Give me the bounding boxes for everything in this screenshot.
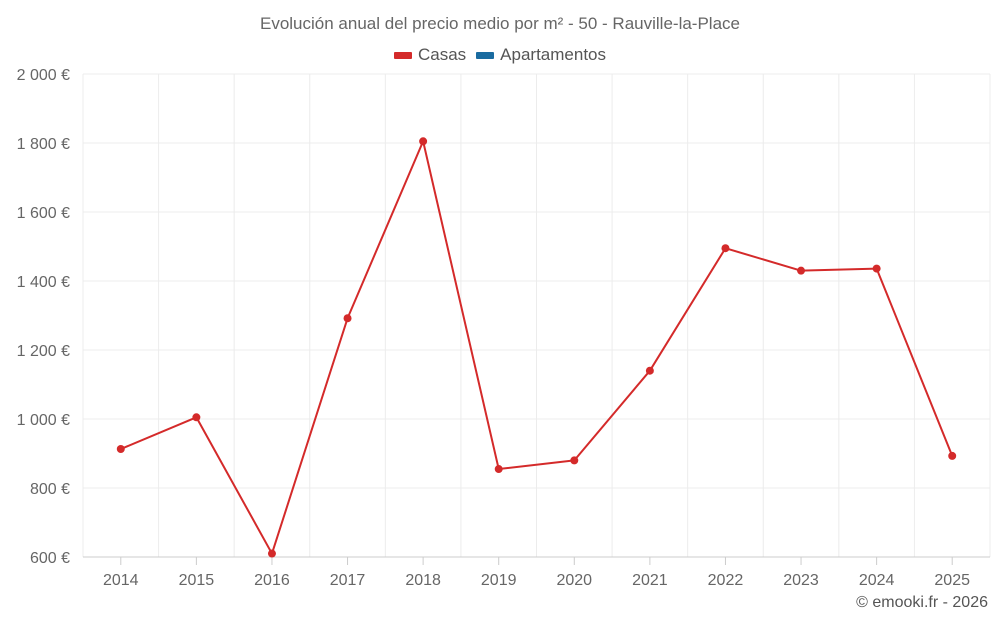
data-point: [948, 451, 957, 460]
data-point: [267, 549, 276, 558]
x-tick-label: 2025: [934, 572, 970, 589]
legend-label-casas: Casas: [417, 45, 467, 64]
x-tick-label: 2019: [481, 572, 517, 589]
data-point: [797, 266, 806, 275]
x-tick-label: 2016: [254, 572, 290, 589]
data-point: [192, 413, 201, 422]
data-point: [494, 465, 503, 474]
y-tick-label: 2 000 €: [17, 67, 70, 84]
data-point: [645, 366, 654, 375]
data-point: [419, 137, 428, 146]
x-tick-label: 2022: [708, 572, 744, 589]
y-tick-label: 1 400 €: [17, 274, 70, 291]
y-axis-labels: 600 € 800 € 1 000 € 1 200 € 1 400 € 1 600 € 1 …: [17, 67, 70, 567]
data-point: [116, 445, 125, 454]
y-tick-label: 1 000 €: [17, 412, 70, 429]
chart-title: Evolución anual del precio medio por m² …: [259, 14, 740, 33]
credit-text: © emooki.fr - 2026: [856, 594, 988, 611]
x-tick-label: 2018: [405, 572, 441, 589]
y-tick-label: 600 €: [30, 550, 70, 567]
legend-item-casas[interactable]: Casas: [393, 45, 467, 65]
legend-item-apartamentos[interactable]: Apartamentos: [476, 45, 606, 65]
legend-swatch-apartamentos: [476, 51, 495, 59]
legend: Casas Apartamentos: [0, 45, 1000, 65]
axes: [83, 556, 990, 565]
y-tick-label: 800 €: [30, 481, 70, 498]
legend-label-apartamentos: Apartamentos: [500, 45, 607, 64]
x-axis-labels: 2014 2015 2016 2017 2018 2019 2020 2021 2022 2023…: [103, 572, 970, 589]
y-tick-label: 1 600 €: [17, 205, 70, 222]
x-tick-label: 2021: [632, 572, 668, 589]
series-line-casas: [120, 140, 954, 555]
x-tick-label: 2015: [179, 572, 215, 589]
y-tick-label: 1 800 €: [17, 136, 70, 153]
grid: [82, 73, 991, 557]
data-point: [721, 244, 730, 253]
data-point: [872, 264, 881, 273]
y-tick-label: 1 200 €: [17, 343, 70, 360]
x-tick-label: 2014: [103, 572, 139, 589]
data-point: [343, 314, 352, 323]
x-tick-label: 2024: [859, 572, 895, 589]
data-point: [570, 456, 579, 465]
series-group: [116, 137, 957, 558]
x-tick-label: 2023: [783, 572, 819, 589]
x-tick-label: 2017: [330, 572, 366, 589]
x-tick-label: 2020: [556, 572, 592, 589]
legend-swatch-casas: [393, 51, 412, 59]
